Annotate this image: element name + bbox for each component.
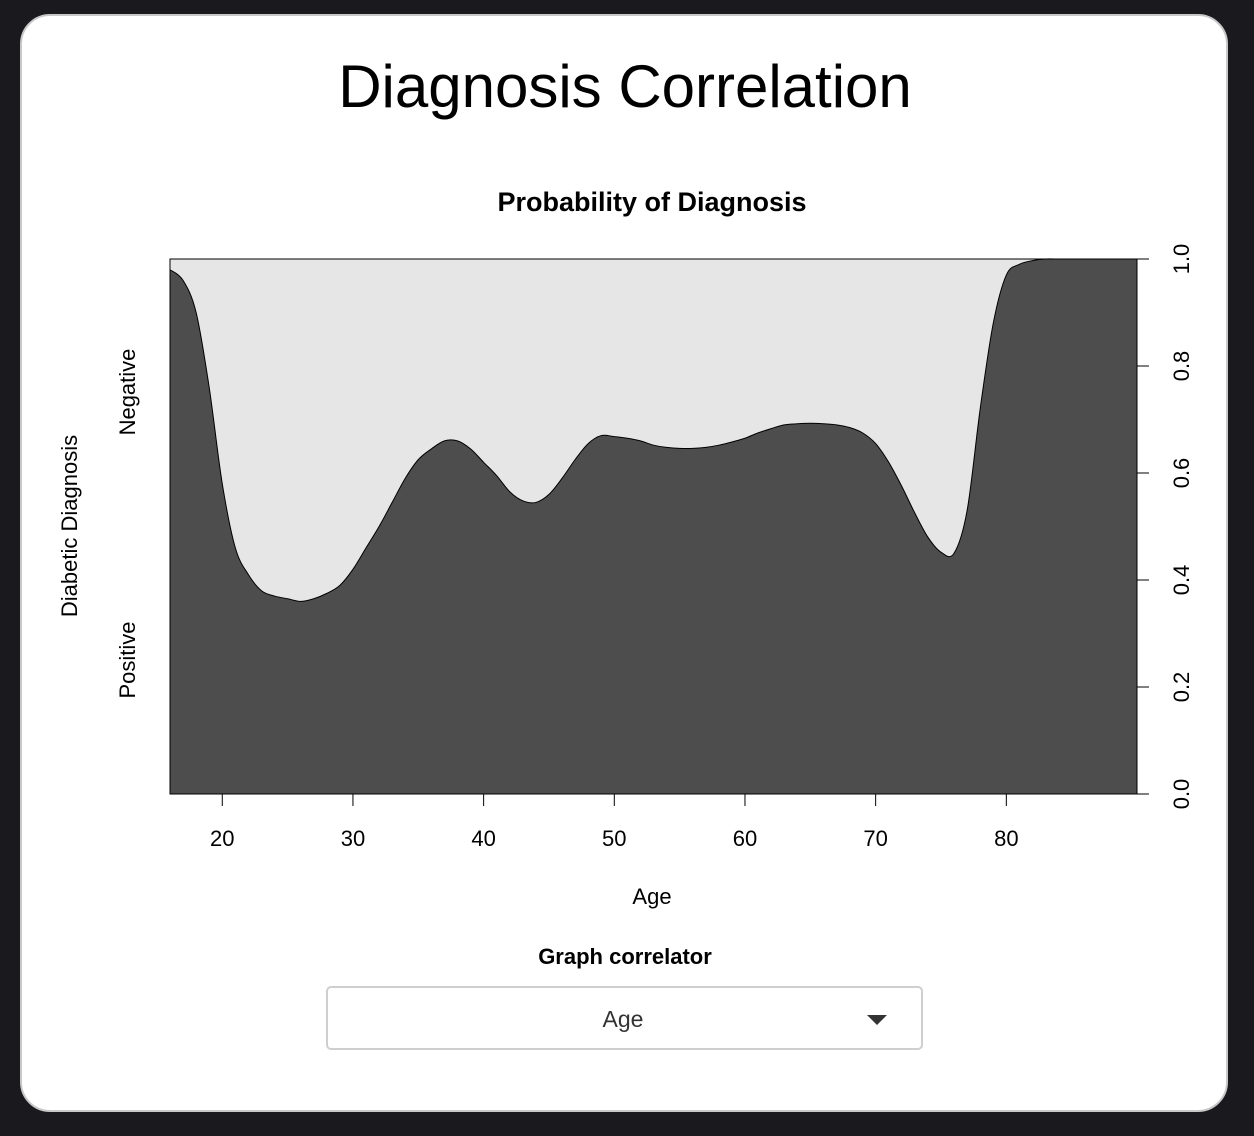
positive-label: Positive xyxy=(115,621,140,698)
chart-title: Probability of Diagnosis xyxy=(497,187,806,217)
y-tick-label: 1.0 xyxy=(1169,244,1194,275)
x-tick-label: 70 xyxy=(863,826,887,851)
probability-chart: Probability of Diagnosis 20 30 40 50 60 70 80 … xyxy=(57,187,1194,909)
y-axis-right: 0.0 0.2 0.4 0.6 0.8 1.0 xyxy=(1137,244,1194,810)
x-tick-label: 60 xyxy=(733,826,757,851)
graph-correlator-select[interactable]: Age xyxy=(326,986,923,1050)
plot-frame xyxy=(169,258,1138,795)
negative-label: Negative xyxy=(115,349,140,436)
y-tick-label: 0.8 xyxy=(1169,351,1194,382)
x-tick-label: 20 xyxy=(210,826,234,851)
x-axis: 20 30 40 50 60 70 80 xyxy=(210,794,1019,851)
x-axis-label: Age xyxy=(632,884,671,909)
y-tick-label: 0.2 xyxy=(1169,672,1194,703)
chevron-down-icon xyxy=(867,1015,887,1025)
positive-area xyxy=(169,258,1138,795)
y-tick-label: 0.0 xyxy=(1169,779,1194,810)
y-tick-label: 0.4 xyxy=(1169,565,1194,596)
x-tick-label: 80 xyxy=(994,826,1018,851)
y-axis-label: Diabetic Diagnosis xyxy=(57,435,82,617)
x-tick-label: 30 xyxy=(341,826,365,851)
x-tick-label: 40 xyxy=(471,826,495,851)
x-tick-label: 50 xyxy=(602,826,626,851)
graph-correlator-label: Graph correlator xyxy=(538,944,712,969)
y-tick-label: 0.6 xyxy=(1169,458,1194,489)
page-title: Diagnosis Correlation xyxy=(338,53,912,120)
select-value: Age xyxy=(602,1006,644,1032)
